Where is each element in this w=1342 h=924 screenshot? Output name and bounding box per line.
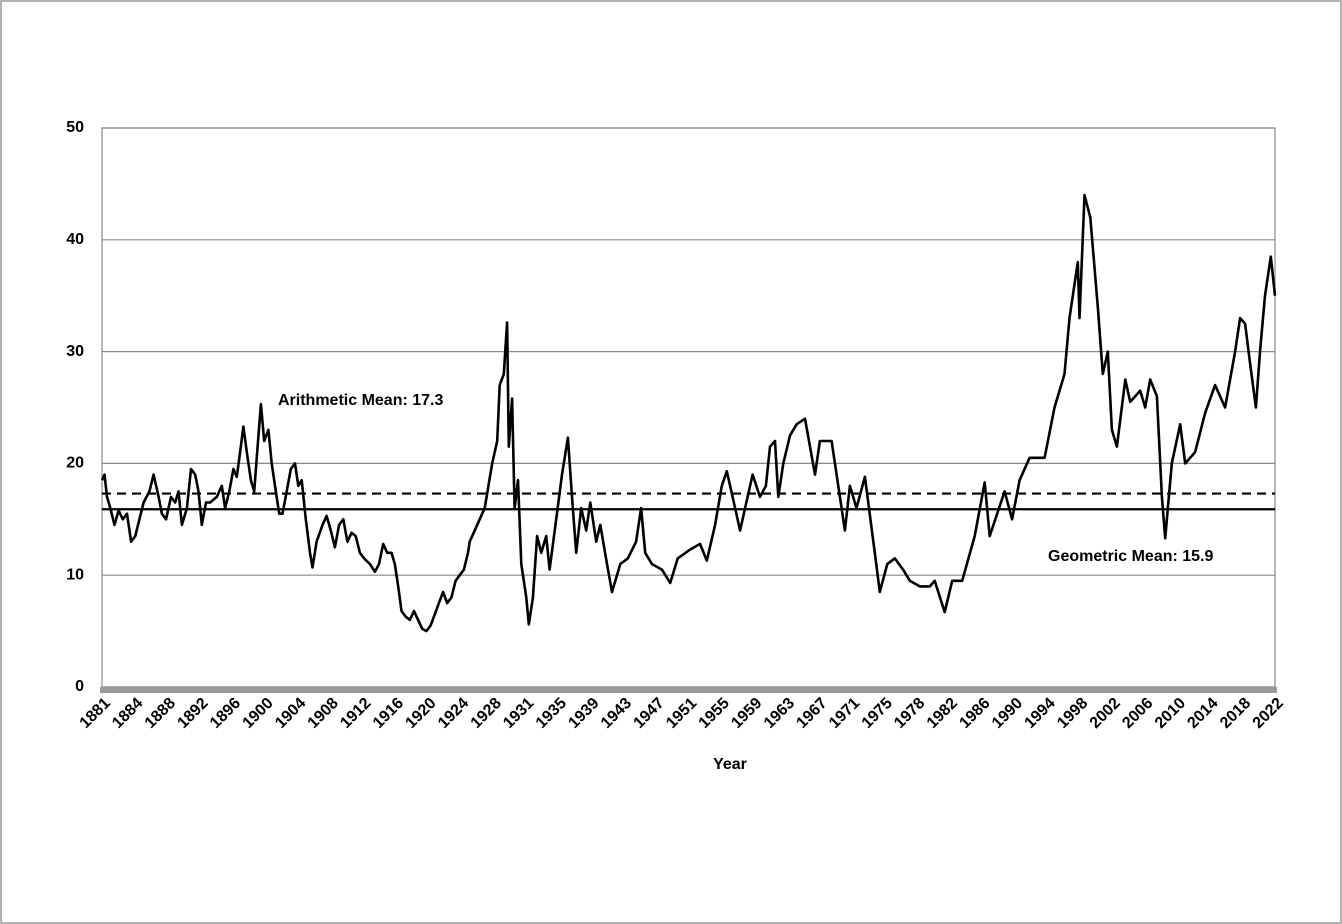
y-tick-label: 10: [66, 566, 84, 583]
y-tick-label: 30: [66, 343, 84, 360]
annotation: Arithmetic Mean: 17.3: [278, 392, 443, 409]
y-tick-label: 0: [75, 678, 84, 695]
y-tick-label: 20: [66, 455, 84, 472]
annotation: Geometric Mean: 15.9: [1048, 548, 1214, 565]
y-tick-label: 50: [66, 119, 84, 136]
x-axis-label: Year: [713, 756, 747, 773]
y-tick-label: 40: [66, 231, 84, 248]
data-line: [100, 193, 1277, 633]
